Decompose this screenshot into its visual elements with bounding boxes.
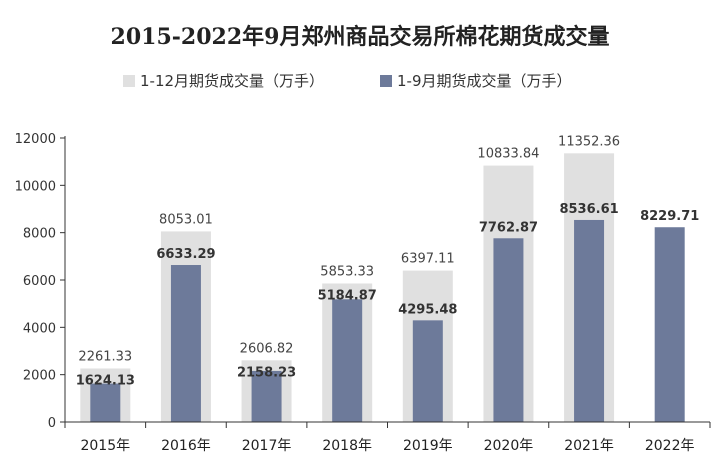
x-tick-label: 2021年: [564, 438, 614, 454]
data-label-series-1: 1624.13: [76, 373, 135, 388]
bar-series-1: [332, 299, 363, 422]
y-axis: 0 2000 4000 6000 8000 10000 12000: [15, 132, 66, 431]
bars: [80, 153, 685, 422]
y-tick-label: 8000: [23, 227, 56, 242]
chart-title: 2015-2022年9月郑州商品交易所棉花期货成交量: [111, 24, 610, 50]
legend-label-series-1: 1-9月期货成交量（万手）: [397, 72, 572, 90]
data-label-series-1: 8536.61: [559, 202, 618, 217]
bar-series-1: [251, 370, 282, 422]
legend-swatch-series-1: [380, 75, 392, 87]
data-label-series-1: 2158.23: [237, 365, 296, 380]
legend: 1-12月期货成交量（万手） 1-9月期货成交量（万手）: [123, 72, 572, 90]
data-label-series-0: 2261.33: [78, 349, 132, 364]
data-label-series-1: 8229.71: [640, 209, 699, 224]
y-tick-label: 0: [48, 416, 56, 431]
data-label-series-0: 2606.82: [240, 341, 294, 356]
y-tick-label: 6000: [23, 274, 56, 289]
x-tick-label: 2018年: [322, 438, 372, 454]
data-label-series-1: 5184.87: [318, 288, 377, 303]
y-tick-label: 4000: [23, 321, 56, 336]
data-label-series-0: 10833.84: [477, 147, 539, 162]
data-label-series-0: 6397.11: [401, 252, 455, 267]
legend-label-series-0: 1-12月期货成交量（万手）: [140, 72, 324, 90]
data-label-series-1: 7762.87: [479, 220, 538, 235]
x-tick-label: 2016年: [161, 438, 211, 454]
data-label-series-1: 6633.29: [156, 247, 215, 262]
y-tick-label: 10000: [15, 179, 56, 194]
x-tick-label: 2022年: [645, 438, 695, 454]
data-label-series-0: 8053.01: [159, 212, 213, 227]
legend-swatch-series-0: [123, 75, 135, 87]
x-tick-label: 2017年: [242, 438, 292, 454]
x-tick-label: 2020年: [484, 438, 534, 454]
bar-series-1: [493, 238, 524, 422]
bar-series-1: [90, 383, 121, 422]
y-tick-label: 2000: [23, 369, 56, 384]
data-labels: 2261.33 1624.13 8053.01 6633.29 2606.82 2158.…: [76, 134, 700, 388]
data-label-series-1: 4295.48: [398, 302, 457, 317]
x-axis: 2015年 2016年 2017年 2018年 2019年 2020年 2021年 2022年: [64, 421, 711, 454]
bar-series-1: [654, 227, 685, 422]
x-tick-label: 2015年: [80, 438, 130, 454]
y-tick-label: 12000: [15, 132, 56, 147]
bar-series-1: [574, 219, 605, 422]
bar-series-1: [170, 265, 201, 422]
x-tick-label: 2019年: [403, 438, 453, 454]
data-label-series-0: 11352.36: [558, 134, 620, 149]
bar-series-1: [412, 320, 443, 422]
data-label-series-0: 5853.33: [320, 264, 374, 279]
